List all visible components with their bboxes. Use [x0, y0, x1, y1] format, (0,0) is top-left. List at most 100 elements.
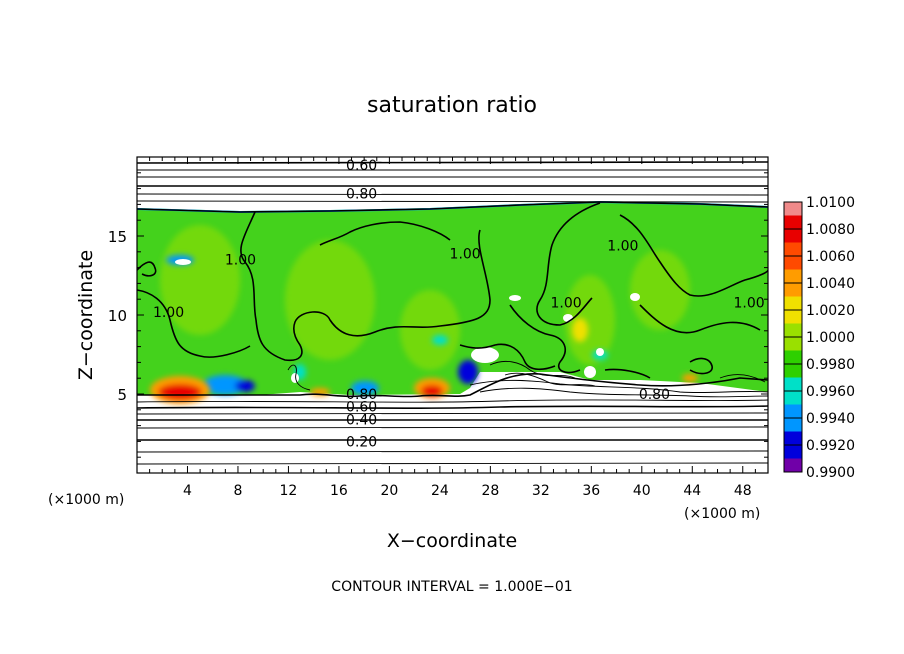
contour-line [509, 304, 581, 374]
dry-hole [563, 314, 573, 322]
contour-line [619, 214, 768, 297]
contour-line [137, 426, 768, 429]
contour-label-text: 1.00 [225, 253, 256, 269]
contour-label-text: 0.80 [346, 186, 377, 202]
colorbar-swatch [784, 364, 802, 378]
cold-patch [432, 335, 448, 345]
x-tick-label: 32 [532, 483, 550, 499]
colorbar-swatch [784, 418, 802, 432]
colorbar-swatch [784, 256, 802, 270]
contour-label-text: 1.00 [550, 295, 581, 311]
contour-label-text: 1.00 [733, 295, 764, 311]
cold-patch [203, 375, 247, 395]
colorbar-swatch [784, 337, 802, 351]
x-unit-right: (×1000 m) [684, 506, 760, 522]
colorbar-label: 1.0000 [806, 330, 855, 346]
contour-line [719, 374, 766, 383]
colorbar-swatch [784, 242, 802, 257]
x-tick-label: 4 [183, 483, 192, 499]
y-tick-labels: 5 10 15 [108, 228, 127, 404]
x-tick-label: 24 [431, 483, 449, 499]
contour-label: 0.60 [346, 158, 377, 174]
dry-hole [175, 259, 191, 265]
x-tick-label: 40 [633, 483, 651, 499]
contour-lines-1.00 [137, 201, 768, 398]
contour-line [639, 304, 761, 334]
colorbar-swatch [784, 229, 802, 243]
contour-line [137, 450, 768, 453]
contour-label: 1.00 [450, 246, 481, 262]
warm-patch [682, 374, 698, 382]
contour-line [240, 211, 491, 362]
x-unit-left: (×1000 m) [48, 492, 124, 508]
contour-line [137, 462, 768, 465]
cold-patch [235, 380, 255, 392]
axis-ticks [137, 157, 768, 473]
light-patch [565, 275, 615, 365]
colorbar-label: 1.0060 [806, 249, 855, 265]
contour-labels: 0.600.801.00 1.00 1.001.001.00 1.000.800.60… [153, 158, 765, 451]
y-tick-label: 5 [117, 386, 127, 404]
x-tick-label: 28 [481, 483, 499, 499]
colorbar-swatch [784, 404, 802, 419]
contour-label-text: 0.80 [346, 387, 377, 403]
contour-line [137, 405, 768, 409]
colorbar-label: 1.0040 [806, 276, 855, 292]
contour-line [287, 364, 311, 391]
contour-line [137, 176, 768, 178]
dry-holes [175, 259, 640, 383]
colorbar-label: 0.9980 [806, 357, 855, 373]
x-tick-label: 48 [734, 483, 752, 499]
colorbar-swatch [784, 269, 802, 284]
y-tick-label: 15 [108, 228, 127, 246]
contour-label-text: 1.00 [153, 305, 184, 321]
contour-line [137, 201, 768, 213]
contour-label-text: 1.00 [607, 238, 638, 254]
contour-line [137, 412, 768, 415]
contour-label-text: 0.60 [346, 400, 377, 416]
colorbar-swatch [784, 215, 802, 230]
y-tick-label: 10 [108, 307, 127, 325]
contour-label-text: 0.80 [639, 387, 670, 403]
colorbar-label: 0.9940 [806, 411, 855, 427]
dry-hole [596, 348, 604, 356]
x-tick-label: 16 [330, 483, 348, 499]
dry-hole [509, 295, 521, 301]
contour-line [137, 161, 768, 164]
x-tick-label: 12 [280, 483, 298, 499]
colorbar-label: 1.0080 [806, 222, 855, 238]
contour-label: 0.80 [639, 387, 670, 403]
dry-hole [630, 293, 640, 301]
contour-line [536, 202, 601, 326]
colorbar-swatch [784, 458, 802, 473]
contour-label: 0.60 [346, 400, 377, 416]
colorbar-swatch [784, 445, 802, 459]
contour-line [604, 357, 713, 379]
dry-hole [471, 347, 499, 363]
contour-line [137, 399, 768, 403]
light-patch [160, 225, 240, 335]
colorbar-label: 0.9960 [806, 384, 855, 400]
contour-line [319, 221, 451, 246]
colorbar-label: 0.9900 [806, 465, 855, 481]
colorbar-label: 1.0020 [806, 303, 855, 319]
contour-label: 1.00 [225, 253, 256, 269]
x-tick-label: 20 [380, 483, 398, 499]
contour-label: 1.00 [153, 305, 184, 321]
light-patch [400, 290, 460, 370]
contour-line [137, 193, 768, 196]
footer-note: CONTOUR INTERVAL = 1.000E−01 [331, 579, 572, 595]
cold-patch [458, 360, 478, 384]
x-tick-label: 8 [233, 483, 242, 499]
chart-title: saturation ratio [367, 93, 537, 118]
contour-label-text: 0.20 [346, 434, 377, 450]
contour-label: 0.80 [346, 186, 377, 202]
contour-label: 1.00 [733, 295, 764, 311]
colorbar-swatch [784, 310, 802, 324]
dry-hole [584, 366, 596, 378]
colorbar-label: 0.9920 [806, 438, 855, 454]
contour-line [137, 438, 768, 442]
colorbar-swatch [784, 296, 802, 311]
warm-patch [421, 385, 443, 397]
